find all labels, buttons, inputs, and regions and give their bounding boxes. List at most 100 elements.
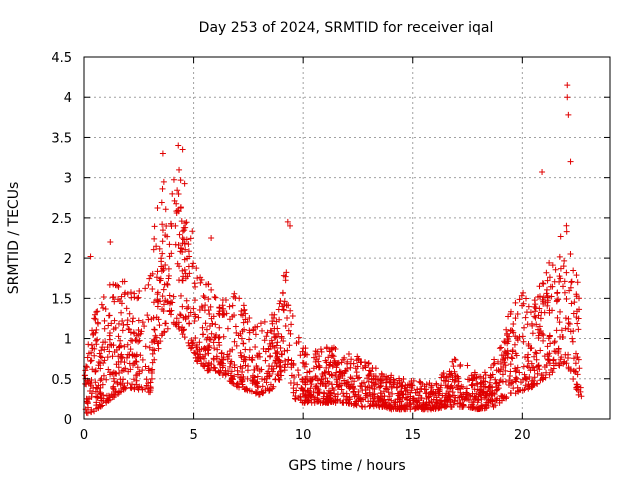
data-point [464, 376, 471, 383]
data-point [502, 367, 509, 374]
data-point [327, 389, 334, 396]
data-point-peak [159, 150, 166, 157]
data-point [186, 253, 193, 260]
data-point [185, 263, 192, 270]
data-point [192, 313, 199, 320]
data-point [556, 278, 563, 285]
data-point [325, 380, 332, 387]
data-point [335, 373, 342, 380]
data-point [512, 299, 519, 306]
data-point [109, 353, 116, 360]
data-point [197, 279, 204, 286]
data-point [106, 369, 113, 376]
data-point [290, 360, 297, 367]
data-point [110, 383, 117, 390]
data-point [200, 363, 207, 370]
data-point [403, 386, 410, 393]
data-point [92, 311, 99, 318]
data-point [562, 351, 569, 358]
data-point [115, 296, 122, 303]
data-point [188, 344, 195, 351]
data-point [216, 342, 223, 349]
data-point [97, 353, 104, 360]
data-point [88, 408, 95, 415]
data-point [556, 253, 563, 260]
data-point [210, 313, 217, 320]
data-point [532, 308, 539, 315]
data-point [110, 375, 117, 382]
data-point [147, 389, 154, 396]
data-point [475, 393, 482, 400]
data-point [557, 233, 564, 240]
data-point [106, 348, 113, 355]
data-point [508, 354, 515, 361]
y-tick-label: 3.5 [51, 131, 72, 146]
data-point [346, 385, 353, 392]
data-point [116, 343, 123, 350]
data-point [364, 384, 371, 391]
data-point [563, 222, 570, 229]
data-point [157, 277, 164, 284]
data-point [491, 360, 498, 367]
data-point [411, 405, 418, 412]
data-point [275, 356, 282, 363]
data-point [277, 362, 284, 369]
data-point [240, 374, 247, 381]
data-point [213, 353, 220, 360]
data-point [520, 363, 527, 370]
data-point [205, 365, 212, 372]
data-point [130, 376, 137, 383]
data-point [479, 403, 486, 410]
data-point [141, 323, 148, 330]
data-point [488, 396, 495, 403]
data-point [156, 322, 163, 329]
data-point [113, 347, 120, 354]
data-point [84, 364, 91, 371]
data-point [168, 299, 175, 306]
data-point [167, 311, 174, 318]
data-point [273, 333, 280, 340]
data-point [199, 324, 206, 331]
data-point [198, 276, 205, 283]
data-point [455, 386, 462, 393]
data-point [504, 340, 511, 347]
data-point [202, 351, 209, 358]
data-point [174, 260, 181, 267]
data-point [485, 384, 492, 391]
data-point [415, 395, 422, 402]
data-point [246, 336, 253, 343]
data-point [543, 286, 550, 293]
data-point [282, 361, 289, 368]
data-point [548, 366, 555, 373]
data-point [366, 389, 373, 396]
data-point [181, 256, 188, 263]
data-point [495, 385, 502, 392]
data-point [199, 331, 206, 338]
data-point [226, 303, 233, 310]
data-point [175, 191, 182, 198]
data-point [149, 350, 156, 357]
data-point [283, 302, 290, 309]
data-point [356, 374, 363, 381]
data-point [261, 318, 268, 325]
data-point [176, 231, 183, 238]
data-point [430, 405, 437, 412]
data-point [302, 351, 309, 358]
data-point [274, 339, 281, 346]
data-point [359, 387, 366, 394]
data-point [179, 277, 186, 284]
data-point [276, 300, 283, 307]
data-point [124, 341, 131, 348]
data-point [176, 311, 183, 318]
data-point [363, 392, 370, 399]
data-point [256, 350, 263, 357]
data-point [280, 338, 287, 345]
data-point [237, 330, 244, 337]
data-point [143, 376, 150, 383]
data-point [322, 375, 329, 382]
data-point [206, 310, 213, 317]
data-point [540, 332, 547, 339]
data-point [253, 379, 260, 386]
data-point [469, 381, 476, 388]
data-point [399, 382, 406, 389]
